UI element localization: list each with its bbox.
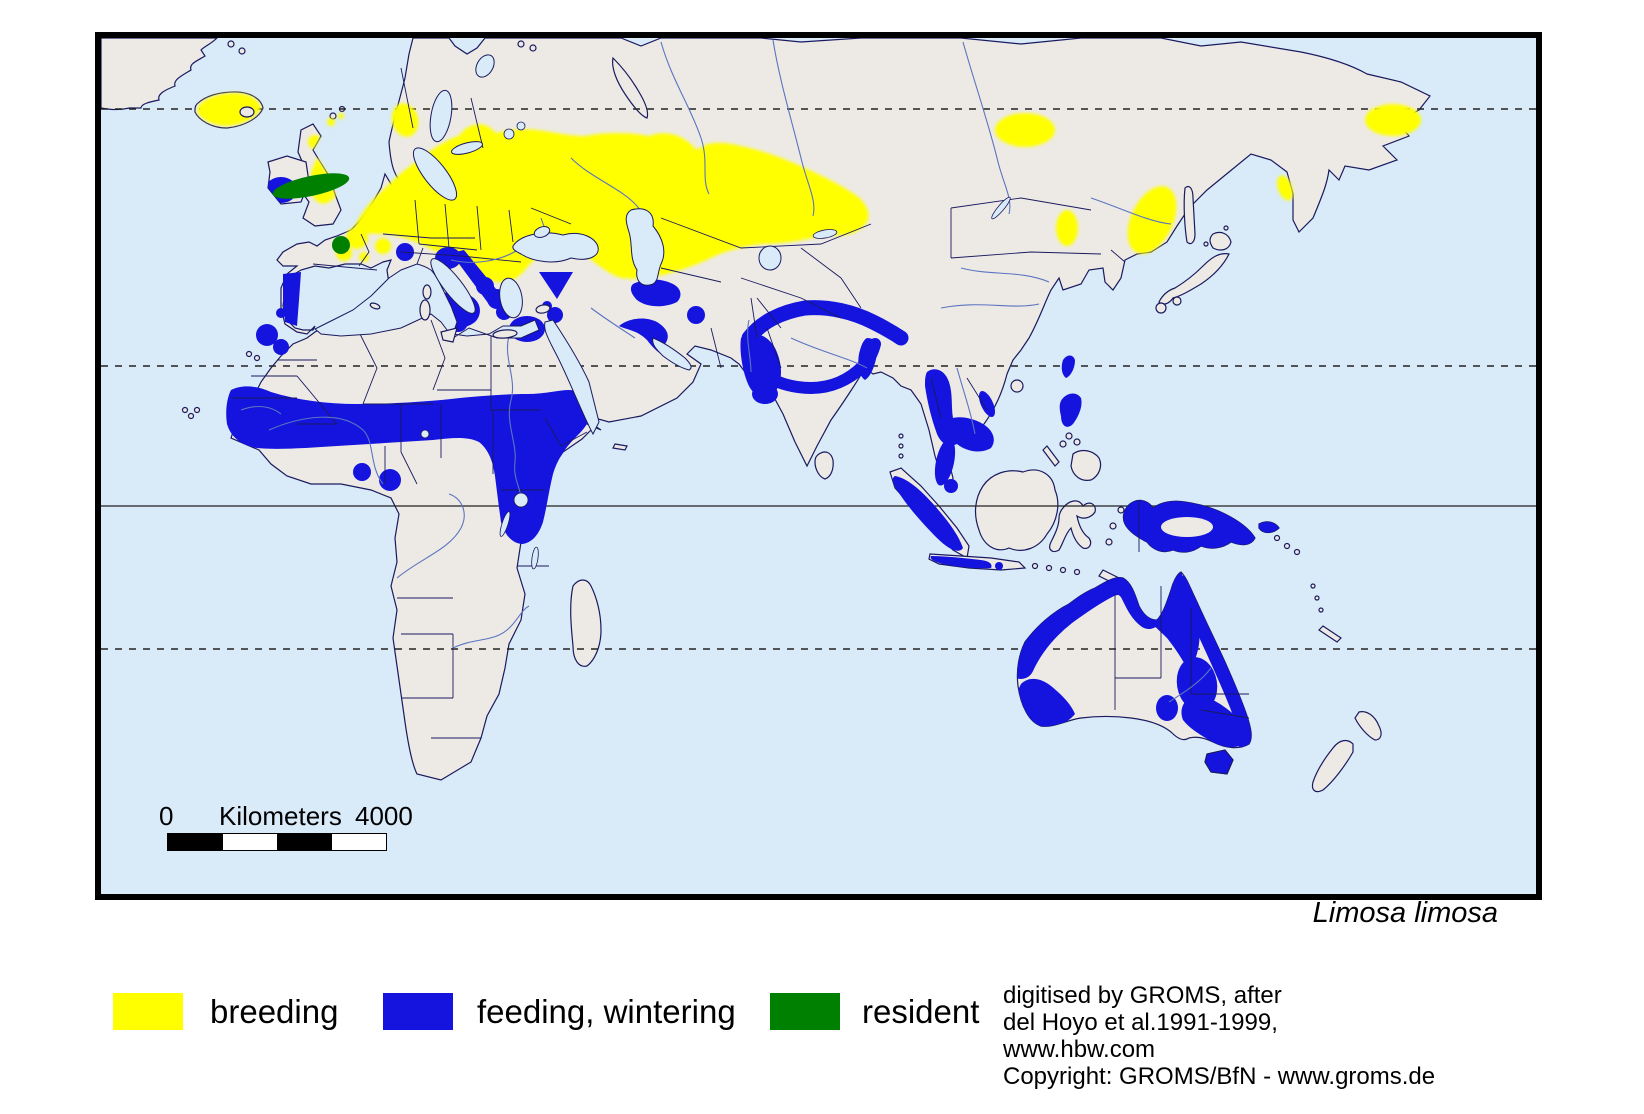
breeding-northeast-siberia [1365,104,1421,136]
japan-hokkaido [1209,231,1232,251]
wintering-levant [547,307,563,323]
cyprus [535,304,551,314]
scale-bar [167,833,387,851]
philippines-mindanao [1070,449,1102,481]
gulf-of-bothnia [429,89,453,143]
wintering-morocco [256,324,278,346]
sardinia [419,299,431,321]
new-zealand-south [1311,739,1354,793]
wintering-tasmania [1204,749,1234,775]
crete [492,329,518,339]
latitude-lines [101,108,1536,650]
lakes-and-islands [239,106,1011,570]
madagascar [570,579,602,667]
novaya-zemlya [612,56,649,119]
breeding-west-siberia [995,113,1055,147]
hainan [1010,379,1024,393]
legend-swatch-feeding-wintering [383,993,453,1030]
wintering-nigeria-dot [353,463,371,481]
aegean-sea [499,277,523,319]
wintering-australia [1017,572,1252,748]
scale-segment [222,834,277,850]
wintering-sumatra [892,476,963,551]
scale-unit-label: Kilometers [219,801,342,831]
resident-southwest-france [332,236,350,254]
attribution-line: www.hbw.com [1003,1036,1156,1063]
persian-gulf [652,337,692,371]
balearic-islands [369,302,381,310]
wintering-indochina [925,369,994,452]
corsica [422,284,432,300]
resident-areas [272,173,350,254]
wintering-central-iran [687,306,705,324]
breeding-south-norway [391,103,419,137]
borneo [974,469,1059,551]
breeding-mongolia [1056,210,1078,246]
scale-segment [168,834,223,850]
wintering-new-guinea [1123,500,1255,553]
wintering-east-turkey [539,272,573,299]
attribution-line: del Hoyo et al.1991-1999, [1003,1009,1278,1036]
wintering-greece [476,277,494,295]
world-map-svg [101,38,1536,894]
wintering-portugal [283,272,301,326]
aral-sea [758,245,782,271]
socotra [612,443,628,451]
wintering-sahel-band [226,386,591,544]
gulf-of-finland [450,141,484,155]
species-name: Limosa limosa [1312,897,1498,929]
new-caledonia [1318,625,1342,643]
attribution-line: Copyright: GROMS/BfN - www.groms.de [1003,1063,1436,1090]
palawan [1042,445,1060,467]
japan-honshu [1158,253,1230,305]
scale-zero-label: 0 [159,801,174,831]
legend-label-breeding: breeding [210,992,339,1030]
legend-label-resident: resident [862,992,980,1030]
breeding-areas [197,93,1421,283]
sakhalin [1183,185,1196,245]
adriatic-sea [430,258,476,314]
wintering-india-swoosh [740,300,909,404]
new-zealand-north [1354,711,1382,741]
red-sea [544,319,600,436]
baltic-sea [412,147,458,201]
breeding-kamchatka [1277,175,1293,201]
scale-segment [277,834,332,850]
wintering-luzon [1059,393,1082,427]
feeding-wintering-areas [226,177,1279,775]
country-borders [232,67,1250,739]
resident-ireland-band [272,173,350,199]
greenland [101,38,218,111]
white-sea [475,54,495,78]
sri-lanka [814,451,834,480]
wintering-java [930,556,992,569]
breeding-iceland [197,93,261,126]
scale-max-label: 4000 [355,801,413,831]
wintering-malay-peninsula [934,438,956,486]
map-frame: 0 Kilometers 4000 [95,32,1542,900]
japan-kyushu [1155,302,1167,314]
sicily [440,327,458,343]
breeding-europe-band [353,129,869,283]
caspian-sea [625,208,665,286]
lake-victoria [513,492,529,508]
black-sea [512,232,599,263]
legend-swatch-resident [770,993,840,1030]
legend-label-feeding-wintering: feeding, wintering [477,992,736,1030]
wintering-south-caspian [630,279,681,307]
attribution: digitised by GROMS, after del Hoyo et al… [1003,982,1435,1090]
wintering-taiwan [1061,355,1075,378]
scale-segment [331,834,386,850]
legend-swatch-breeding [113,993,183,1030]
attribution-line: digitised by GROMS, after [1003,982,1282,1009]
